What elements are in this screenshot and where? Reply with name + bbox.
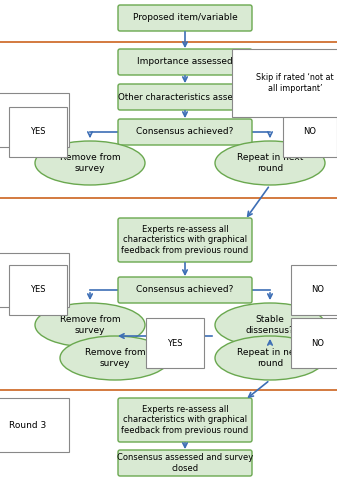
Text: Importance assessed: Importance assessed <box>137 58 233 66</box>
Text: NO: NO <box>311 338 325 347</box>
Text: YES: YES <box>30 286 46 294</box>
Text: Round 2: Round 2 <box>9 276 47 284</box>
FancyBboxPatch shape <box>118 5 252 31</box>
Text: Consensus achieved?: Consensus achieved? <box>136 286 234 294</box>
FancyBboxPatch shape <box>118 119 252 145</box>
Text: Proposed item/variable: Proposed item/variable <box>133 14 237 22</box>
Ellipse shape <box>215 336 325 380</box>
Text: Round 1: Round 1 <box>9 116 47 124</box>
Text: Experts re-assess all
characteristics with graphical
feedback from previous roun: Experts re-assess all characteristics wi… <box>121 405 249 435</box>
Ellipse shape <box>60 336 170 380</box>
Text: Other characteristics assessed: Other characteristics assessed <box>118 92 252 102</box>
Text: Repeat in next
round: Repeat in next round <box>237 154 303 172</box>
Text: Repeat in next
round: Repeat in next round <box>237 348 303 368</box>
FancyBboxPatch shape <box>118 450 252 476</box>
Ellipse shape <box>35 141 145 185</box>
FancyBboxPatch shape <box>118 218 252 262</box>
Text: Consensus achieved?: Consensus achieved? <box>136 128 234 136</box>
Text: Skip if rated ‘not at
all important’: Skip if rated ‘not at all important’ <box>256 74 334 92</box>
FancyBboxPatch shape <box>118 49 252 75</box>
Text: NO: NO <box>304 128 316 136</box>
Text: YES: YES <box>30 128 46 136</box>
Text: Round 3: Round 3 <box>9 420 47 430</box>
Ellipse shape <box>215 303 325 347</box>
FancyBboxPatch shape <box>118 398 252 442</box>
Text: Experts re-assess all
characteristics with graphical
feedback from previous roun: Experts re-assess all characteristics wi… <box>121 225 249 255</box>
Text: Consensus assessed and survey
closed: Consensus assessed and survey closed <box>117 454 253 472</box>
Text: Remove from
survey: Remove from survey <box>85 348 145 368</box>
Text: Remove from
survey: Remove from survey <box>60 154 120 172</box>
Text: Stable
dissensus?: Stable dissensus? <box>246 316 295 334</box>
Ellipse shape <box>215 141 325 185</box>
FancyBboxPatch shape <box>118 277 252 303</box>
Text: NO: NO <box>311 286 325 294</box>
Text: Remove from
survey: Remove from survey <box>60 316 120 334</box>
Text: YES: YES <box>167 338 183 347</box>
Ellipse shape <box>35 303 145 347</box>
FancyBboxPatch shape <box>118 84 252 110</box>
